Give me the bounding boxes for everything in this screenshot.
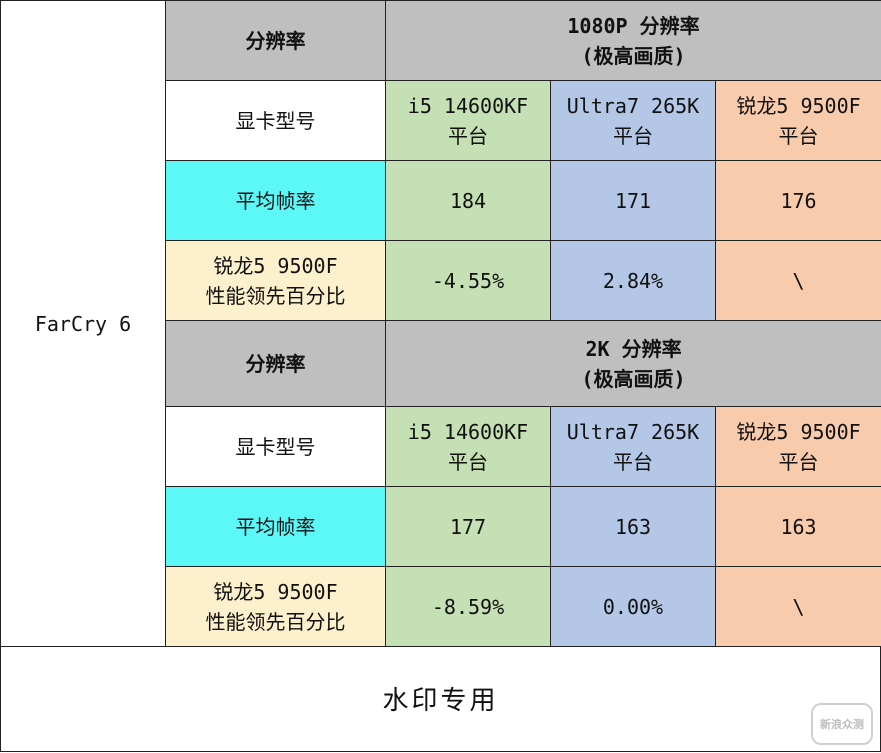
lead-label-line2: 性能领先百分比: [205, 609, 346, 634]
lead-percent-label: 锐龙5 9500F 性能领先百分比: [165, 240, 386, 321]
platform-ultra-cell: Ultra7 265K 平台: [550, 80, 716, 161]
table-row: 显卡型号 i5 14600KF 平台 Ultra7 265K 平台 锐龙5 95…: [1, 406, 881, 487]
platform-name: Ultra7 265K: [566, 419, 700, 444]
quality-setting: (极高画质): [581, 43, 686, 68]
lead-value-amd: \: [714, 240, 881, 321]
platform-suffix: 平台: [778, 449, 819, 474]
benchmark-table: FarCry 6 分辨率 1080P 分辨率 (极高画质) 显卡型号 i5 14…: [0, 0, 881, 647]
fps-value-ultra: 163: [550, 486, 716, 567]
table-row: 平均帧率 184 171 176: [1, 160, 881, 241]
lead-label-line2: 性能领先百分比: [205, 283, 346, 308]
platform-intel-cell: i5 14600KF 平台: [385, 80, 551, 161]
table-row: 分辨率 2K 分辨率 (极高画质): [1, 320, 881, 407]
fps-value-amd: 176: [714, 160, 881, 241]
table-row: 锐龙5 9500F 性能领先百分比 -8.59% 0.00% \: [1, 566, 881, 647]
watermark-text: 水印专用: [382, 686, 499, 716]
table-row: 显卡型号 i5 14600KF 平台 Ultra7 265K 平台 锐龙5 95…: [1, 80, 881, 161]
lead-label-line1: 锐龙5 9500F: [213, 253, 338, 278]
resolution-header-value: 2K 分辨率 (极高画质): [384, 320, 881, 407]
platform-suffix: 平台: [613, 123, 653, 148]
quality-setting: (极高画质): [581, 366, 686, 391]
fps-value-intel: 184: [385, 160, 551, 241]
platform-amd-cell: 锐龙5 9500F 平台: [714, 80, 881, 161]
resolution-header-label: 分辨率: [165, 320, 386, 407]
avg-fps-label: 平均帧率: [165, 486, 386, 567]
platform-suffix: 平台: [448, 123, 488, 148]
gpu-model-label: 显卡型号: [165, 80, 386, 161]
platform-name: 锐龙5 9500F: [736, 93, 861, 118]
lead-value-ultra: 0.00%: [550, 566, 716, 647]
resolution-header-value: 1080P 分辨率 (极高画质): [384, 0, 881, 81]
platform-name: i5 14600KF: [407, 93, 529, 118]
lead-value-intel: -4.55%: [385, 240, 551, 321]
platform-suffix: 平台: [778, 123, 819, 148]
resolution-name: 1080P 分辨率: [567, 13, 700, 38]
platform-name: i5 14600KF: [407, 419, 529, 444]
avg-fps-label: 平均帧率: [165, 160, 386, 241]
fps-value-amd: 163: [714, 486, 881, 567]
table-row: 平均帧率 177 163 163: [1, 486, 881, 567]
lead-label-line1: 锐龙5 9500F: [213, 579, 338, 604]
fps-value-intel: 177: [385, 486, 551, 567]
fps-value-ultra: 171: [550, 160, 716, 241]
lead-percent-label: 锐龙5 9500F 性能领先百分比: [165, 566, 386, 647]
table-row: FarCry 6 分辨率 1080P 分辨率 (极高画质): [0, 0, 881, 647]
platform-name: Ultra7 265K: [566, 93, 700, 118]
resolution-name: 2K 分辨率: [585, 336, 682, 361]
lead-value-intel: -8.59%: [385, 566, 551, 647]
platform-suffix: 平台: [448, 449, 488, 474]
platform-suffix: 平台: [613, 449, 653, 474]
watermark-logo-icon: 新浪众测: [811, 703, 873, 745]
platform-name: 锐龙5 9500F: [736, 419, 861, 444]
watermark-footer: 水印专用: [0, 646, 881, 752]
watermark-logo-text: 新浪众测: [820, 718, 864, 731]
gpu-model-label: 显卡型号: [165, 406, 386, 487]
platform-amd-cell: 锐龙5 9500F 平台: [714, 406, 881, 487]
platform-intel-cell: i5 14600KF 平台: [385, 406, 551, 487]
game-title: FarCry 6: [0, 0, 166, 647]
lead-value-amd: \: [714, 566, 881, 647]
resolution-header-label: 分辨率: [165, 0, 386, 81]
lead-value-ultra: 2.84%: [550, 240, 716, 321]
platform-ultra-cell: Ultra7 265K 平台: [550, 406, 716, 487]
